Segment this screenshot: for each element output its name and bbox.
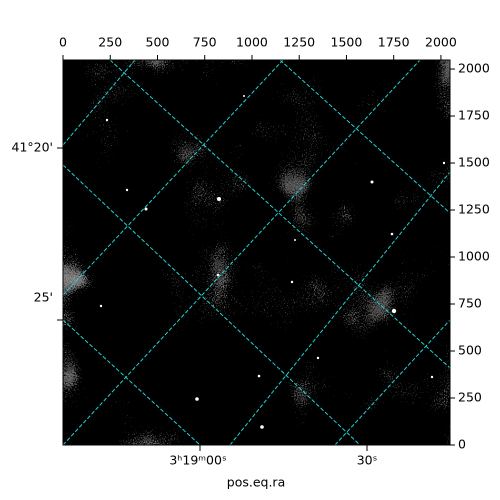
ra-tick-label: 30ˢ [357,453,378,468]
x-tick-label: 1000 [236,35,268,50]
x-tick-label: 1500 [331,35,363,50]
image [63,60,450,445]
y-tick-label: 1500 [458,155,490,170]
y-tick-label: 0 [458,437,466,452]
y-tick-label: 1000 [458,249,490,264]
y-tick-label: 1750 [458,108,490,123]
x-tick-label: 0 [59,35,67,50]
x-axis-label: pos.eq.ra [227,475,285,490]
y-tick-label: 2000 [458,61,490,76]
coordinate-grid [63,60,450,445]
y-tick-label: 750 [458,296,482,311]
x-tick-label: 500 [146,35,170,50]
ra-tick-label: 3ʰ19ᵐ00ˢ [169,453,226,468]
x-tick-label: 2000 [425,35,457,50]
dec-tick-label: 41°20' [12,140,54,155]
y-tick-label: 500 [458,343,482,358]
y-tick-label: 1250 [458,202,490,217]
stars [99,95,446,429]
x-tick-label: 1250 [283,35,315,50]
x-tick-label: 250 [98,35,122,50]
y-tick-label: 250 [458,390,482,405]
frame [62,59,451,446]
dec-tick-label: 25' [34,290,53,305]
x-tick-label: 750 [193,35,217,50]
x-tick-label: 1750 [378,35,410,50]
